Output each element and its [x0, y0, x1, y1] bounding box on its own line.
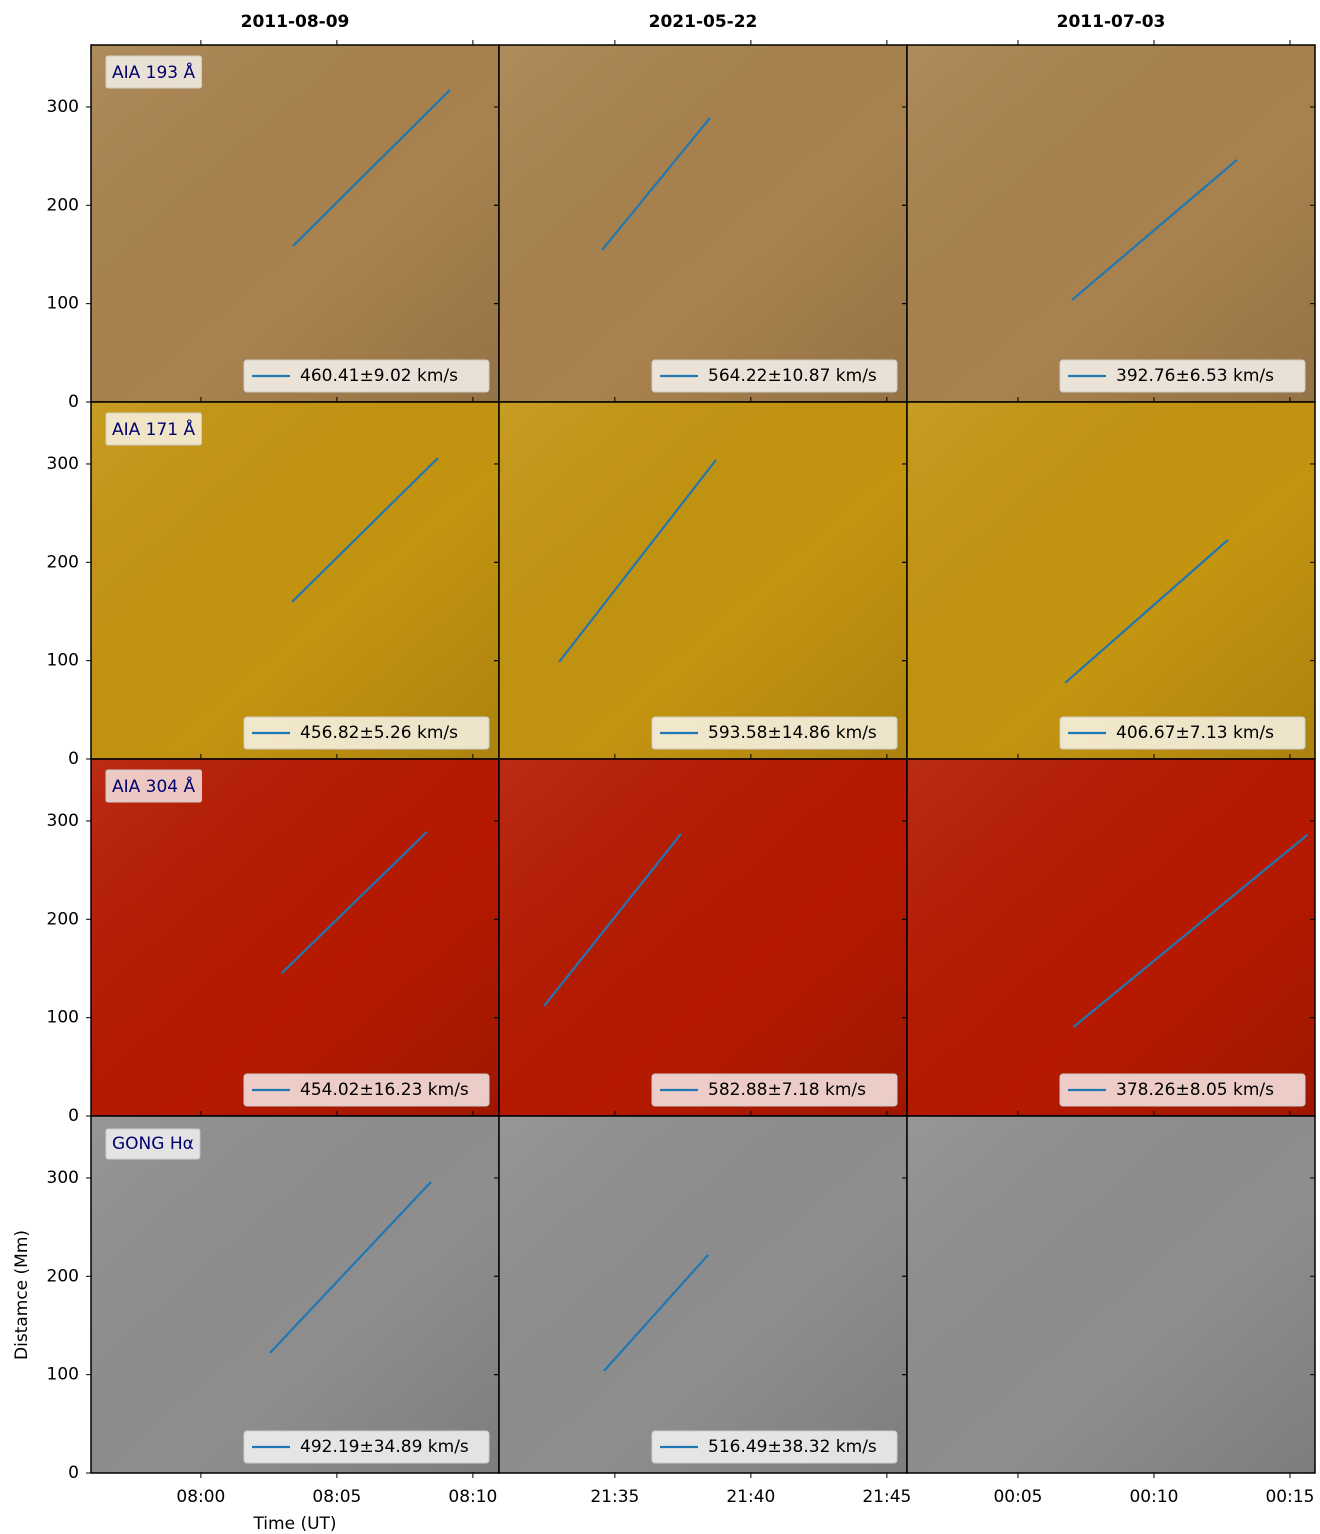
y-tick-label: 200	[47, 195, 79, 215]
legend-box	[1059, 359, 1306, 393]
y-tick-label: 300	[47, 97, 79, 117]
plot-area	[1072, 833, 1309, 1028]
panel-frame	[906, 1115, 1316, 1474]
y-tick-label: 0	[68, 392, 79, 412]
y-tick-label: 200	[47, 552, 79, 572]
y-tick-label: 300	[47, 454, 79, 474]
x-tick-label: 08:00	[176, 1487, 225, 1507]
legend-box	[1059, 1073, 1306, 1107]
plot-area	[603, 1254, 709, 1372]
panel-shade	[91, 759, 499, 1116]
x-tick-label: 21:45	[862, 1487, 911, 1507]
row-label: AIA 304 Å	[112, 775, 196, 797]
plot-area	[291, 457, 439, 603]
fit-line	[291, 457, 439, 603]
panel-shade	[499, 45, 907, 402]
y-tick-label: 100	[47, 651, 79, 671]
y-axis-label: Distamce (Mm)	[12, 1230, 32, 1360]
fit-line	[1064, 539, 1229, 684]
legend-label: 516.49±38.32 km/s	[708, 1437, 877, 1457]
legend-label: 492.19±34.89 km/s	[300, 1437, 469, 1457]
y-tick-label: 100	[47, 294, 79, 314]
fit-line	[292, 89, 451, 247]
panel-shade	[91, 402, 499, 759]
x-tick-label: 21:35	[590, 1487, 639, 1507]
legend-box	[651, 716, 898, 750]
panel-shade	[907, 45, 1315, 402]
row-label: AIA 193 Å	[112, 61, 196, 83]
panel-shade	[499, 759, 907, 1116]
column-title: 2011-07-03	[1057, 12, 1166, 32]
plot-area	[558, 459, 717, 663]
fit-line	[1071, 159, 1238, 301]
legend-label: 564.22±10.87 km/s	[708, 366, 877, 386]
row-label-box	[105, 55, 203, 89]
plot-area	[1064, 539, 1229, 684]
x-tick-label: 00:10	[1129, 1487, 1178, 1507]
legend-label: 460.41±9.02 km/s	[300, 366, 458, 386]
fit-line	[543, 833, 682, 1007]
legend-label: 582.88±7.18 km/s	[708, 1080, 866, 1100]
panel-shade	[499, 402, 907, 759]
row-label-box	[105, 769, 203, 803]
panel-shade	[499, 1116, 907, 1473]
legend-box	[243, 1430, 490, 1464]
legend-label: 378.26±8.05 km/s	[1116, 1080, 1274, 1100]
legend-label: 456.82±5.26 km/s	[300, 723, 458, 743]
panel-shade	[907, 402, 1315, 759]
plot-area	[292, 89, 451, 247]
y-tick-label: 0	[68, 749, 79, 769]
panel-shade	[907, 1116, 1315, 1473]
x-tick-label: 21:40	[726, 1487, 775, 1507]
plot-area	[543, 833, 682, 1007]
row-label: GONG Hα	[112, 1134, 194, 1154]
panel-shade	[91, 1116, 499, 1473]
legend-box	[651, 1073, 898, 1107]
legend-label: 406.67±7.13 km/s	[1116, 723, 1274, 743]
plot-area	[601, 117, 711, 251]
y-tick-label: 200	[47, 1266, 79, 1286]
y-tick-label: 0	[68, 1463, 79, 1483]
x-tick-label: 08:05	[312, 1487, 361, 1507]
x-tick-label: 08:10	[448, 1487, 497, 1507]
plot-area	[269, 1181, 432, 1354]
column-title: 2021-05-22	[649, 12, 758, 32]
fit-line	[281, 831, 428, 974]
plot-area	[281, 831, 428, 974]
fit-line	[601, 117, 711, 251]
legend-box	[243, 716, 490, 750]
row-label: AIA 171 Å	[112, 418, 196, 440]
x-tick-label: 00:05	[993, 1487, 1042, 1507]
legend-label: 392.76±6.53 km/s	[1116, 366, 1274, 386]
plot-area	[1071, 159, 1238, 301]
y-tick-label: 100	[47, 1008, 79, 1028]
legend-label: 593.58±14.86 km/s	[708, 723, 877, 743]
row-label-box	[105, 1128, 201, 1160]
legend-box	[651, 359, 898, 393]
fit-line	[269, 1181, 432, 1354]
fit-line	[558, 459, 717, 663]
y-tick-label: 300	[47, 1168, 79, 1188]
panel-shade	[91, 45, 499, 402]
legend-box	[651, 1430, 898, 1464]
y-tick-label: 0	[68, 1106, 79, 1126]
x-tick-label: 00:15	[1265, 1487, 1314, 1507]
fit-line	[603, 1254, 709, 1372]
legend-box	[243, 1073, 490, 1107]
x-axis-label: Time (UT)	[252, 1514, 336, 1534]
y-tick-label: 300	[47, 811, 79, 831]
legend-box	[243, 359, 490, 393]
panel-shade	[907, 759, 1315, 1116]
legend-label: 454.02±16.23 km/s	[300, 1080, 469, 1100]
row-label-box	[105, 412, 203, 446]
legend-box	[1059, 716, 1306, 750]
fit-line	[1072, 833, 1309, 1028]
y-tick-label: 200	[47, 909, 79, 929]
y-tick-label: 100	[47, 1365, 79, 1385]
column-title: 2011-08-09	[241, 12, 350, 32]
